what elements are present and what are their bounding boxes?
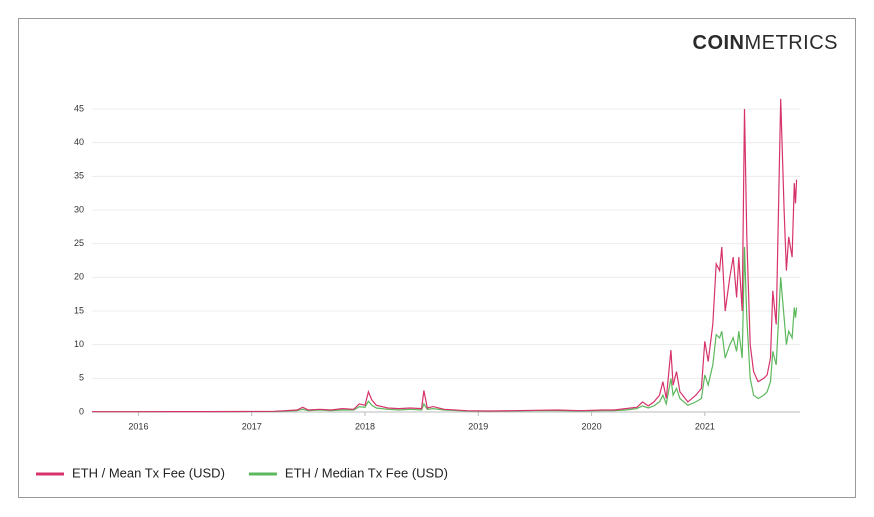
y-tick-label: 5 <box>79 373 84 383</box>
y-tick-label: 20 <box>74 272 84 282</box>
series-line <box>92 246 798 413</box>
legend-label: ETH / Median Tx Fee (USD) <box>285 465 448 480</box>
frame <box>18 18 856 498</box>
y-tick-label: 30 <box>74 204 84 214</box>
x-tick-label: 2016 <box>128 421 148 431</box>
y-tick-label: 15 <box>74 305 84 315</box>
x-tick-label: 2018 <box>355 421 375 431</box>
x-tick-label: 2017 <box>242 421 262 431</box>
y-tick-label: 25 <box>74 238 84 248</box>
x-tick-label: 2020 <box>582 421 602 431</box>
y-tick-label: 40 <box>74 137 84 147</box>
logo: COINMETRICS <box>693 32 839 54</box>
logo-light: METRICS <box>745 32 839 54</box>
y-tick-label: 0 <box>79 406 84 416</box>
logo-bold: COIN <box>693 32 745 54</box>
series-line <box>92 98 798 413</box>
x-tick-label: 2021 <box>695 421 715 431</box>
y-tick-label: 35 <box>74 171 84 181</box>
legend-label: ETH / Mean Tx Fee (USD) <box>72 465 225 480</box>
x-tick-label: 2019 <box>468 421 488 431</box>
y-tick-label: 10 <box>74 339 84 349</box>
y-tick-label: 45 <box>74 103 84 113</box>
